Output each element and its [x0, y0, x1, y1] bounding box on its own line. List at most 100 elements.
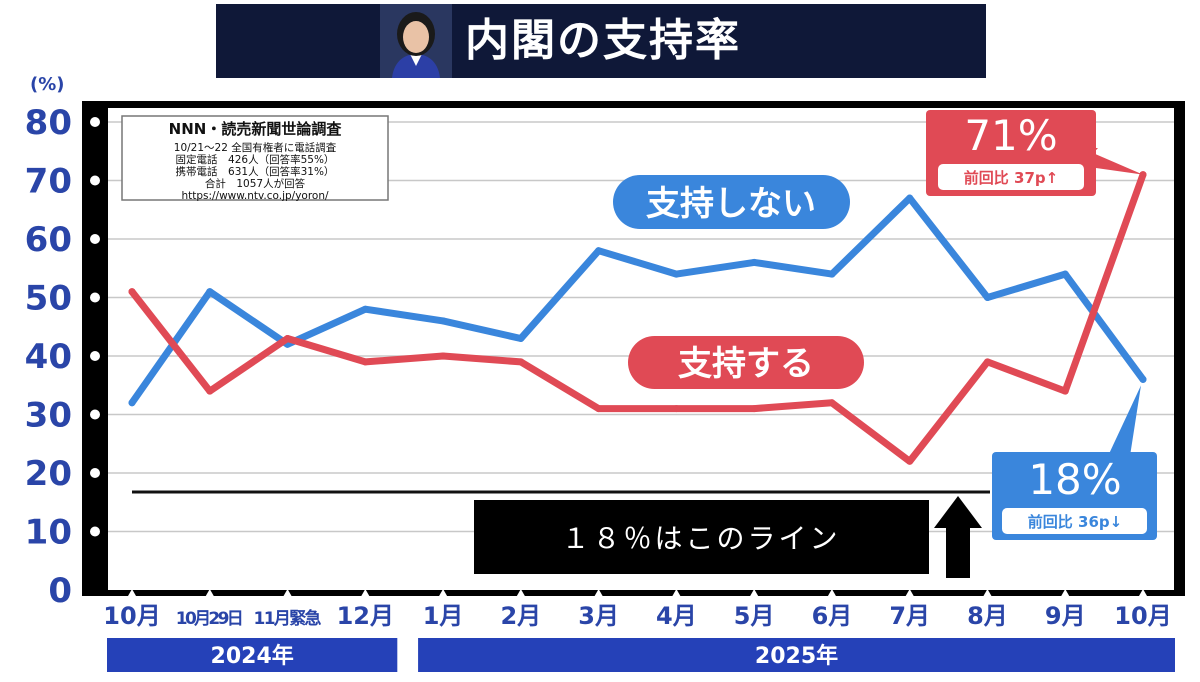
- annotation-text: １８％はこのライン: [561, 522, 840, 555]
- portrait-avatar: [380, 4, 452, 78]
- x-tick-label: 1月: [423, 602, 464, 630]
- legend-label-not-support: 支持しない: [646, 184, 816, 224]
- year-label: 2024年: [211, 643, 294, 669]
- x-tick-label: 8月: [967, 602, 1008, 630]
- x-tick-label: 10月: [103, 602, 160, 630]
- source-box-line: 合計 1057人が回答: [205, 177, 306, 190]
- data-point: [595, 247, 603, 255]
- source-box-line: 10/21～22 全国有権者に電話調査: [174, 141, 337, 154]
- y-tick-dot: [90, 117, 100, 127]
- year-label: 2025年: [755, 643, 838, 669]
- y-tick-label: 10: [25, 513, 72, 553]
- data-point: [361, 358, 369, 366]
- x-tick-label: 7月: [889, 602, 930, 630]
- data-point: [128, 399, 136, 407]
- y-tick-label: 80: [25, 103, 72, 143]
- y-tick-label: 30: [25, 396, 72, 436]
- data-point: [128, 288, 136, 296]
- data-point: [983, 294, 991, 301]
- x-tick-label: 9月: [1045, 602, 1086, 630]
- data-point: [361, 305, 369, 313]
- year-bar: [107, 638, 398, 672]
- source-box-line: https://www.ntv.co.jp/yoron/: [181, 190, 329, 202]
- y-tick-dot: [90, 468, 100, 478]
- x-tick-mark: [1139, 589, 1147, 596]
- legend-pill-not-support: [613, 175, 850, 229]
- data-point: [439, 352, 447, 360]
- series-line-1: [128, 171, 1147, 465]
- data-point: [828, 270, 836, 278]
- page-title: 内閣の支持率: [465, 15, 741, 66]
- x-tick-mark: [516, 589, 525, 596]
- x-tick-mark: [128, 589, 136, 596]
- x-tick-mark: [905, 589, 914, 596]
- data-point: [906, 194, 914, 202]
- annotation-arrow: [934, 496, 982, 578]
- x-tick-label: 3月: [578, 602, 619, 630]
- y-tick-dot: [90, 175, 100, 186]
- x-tick-mark: [827, 589, 836, 596]
- y-tick-dot: [90, 292, 100, 303]
- callout-value-18: 18%: [1028, 455, 1121, 504]
- x-tick-mark: [1061, 589, 1070, 596]
- annotation-box: [474, 500, 929, 574]
- data-point: [750, 405, 758, 413]
- legend-pill-support: [628, 336, 864, 389]
- y-tick-label: 60: [25, 220, 72, 260]
- x-tick-label: 5月: [734, 602, 775, 630]
- data-point: [284, 334, 292, 342]
- data-point: [206, 288, 214, 296]
- data-point: [1061, 387, 1069, 395]
- x-tick-mark: [672, 589, 681, 596]
- data-point: [983, 358, 991, 366]
- y-tick-dot: [90, 351, 100, 361]
- y-axis-unit: (%): [30, 74, 65, 95]
- y-tick-dot: [90, 409, 100, 420]
- x-tick-mark: [594, 589, 603, 596]
- data-point: [1139, 375, 1147, 383]
- source-box: [121, 115, 389, 201]
- source-box-title: NNN・読売新聞世論調査: [169, 120, 343, 138]
- data-point: [672, 270, 680, 278]
- data-point: [206, 387, 214, 395]
- series-line-0: [128, 194, 1147, 407]
- x-tick-mark: [439, 589, 448, 596]
- y-tick-label: 20: [25, 454, 72, 494]
- y-tick-label: 0: [48, 571, 72, 611]
- x-tick-mark: [983, 589, 992, 596]
- legend-label-support: 支持する: [678, 344, 814, 384]
- data-point: [828, 399, 836, 407]
- source-box-line: 固定電話 426人（回答率55%）: [176, 153, 335, 166]
- y-tick-dot: [90, 234, 100, 244]
- x-tick-label: 12月: [337, 602, 394, 630]
- x-tick-label: 6月: [812, 602, 853, 630]
- x-tick-label: 2月: [500, 602, 541, 630]
- x-tick-mark: [750, 589, 759, 596]
- callout-tail-71: [1086, 150, 1143, 175]
- data-point: [439, 317, 447, 325]
- x-tick-mark: [205, 589, 214, 596]
- data-point: [517, 334, 525, 342]
- callout-change-18: 前回比 36p↓: [1028, 513, 1122, 531]
- x-tick-label: 11月緊急: [254, 608, 322, 629]
- data-point: [517, 358, 525, 366]
- data-point: [595, 405, 603, 413]
- callout-sub-71: [938, 164, 1084, 190]
- title-banner: [216, 4, 986, 78]
- x-tick-mark: [361, 589, 370, 596]
- callout-sub-18: [1002, 508, 1147, 534]
- callout-change-71: 前回比 37p↑: [964, 169, 1058, 187]
- y-tick-label: 50: [25, 279, 72, 319]
- x-tick-mark: [283, 589, 292, 596]
- data-point: [750, 258, 758, 266]
- data-point: [1061, 270, 1069, 278]
- y-tick-dot: [90, 526, 100, 537]
- x-tick-label: 4月: [656, 602, 697, 630]
- x-tick-label: 10月: [1114, 602, 1171, 630]
- year-bar: [418, 638, 1176, 672]
- data-point: [906, 457, 914, 465]
- data-point: [672, 405, 680, 413]
- callout-tail-18: [1108, 385, 1141, 456]
- source-box-line: 携帯電話 631人（回答率31%）: [176, 165, 335, 178]
